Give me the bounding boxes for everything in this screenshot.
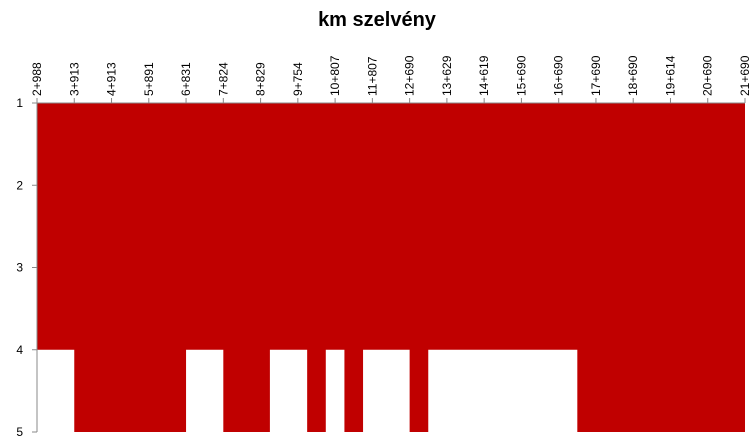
x-tick-label: 11+807	[365, 56, 379, 96]
x-tick-label: 21+690	[738, 55, 752, 96]
y-tick-label: 2	[16, 178, 23, 192]
x-tick-label: 16+690	[552, 55, 566, 96]
x-tick-label: 20+690	[701, 55, 715, 96]
x-tick-label: 15+690	[514, 55, 528, 96]
x-tick-label: 17+690	[589, 55, 603, 96]
x-tick-label: 6+831	[179, 62, 193, 96]
area	[37, 103, 745, 432]
x-tick-label: 3+913	[67, 62, 81, 96]
x-tick-label: 7+824	[216, 62, 230, 96]
y-tick-label: 1	[16, 96, 23, 110]
y-tick-label: 4	[16, 343, 23, 357]
y-tick-label: 3	[16, 261, 23, 275]
x-tick-label: 9+754	[291, 62, 305, 96]
x-tick-label: 8+829	[254, 62, 268, 96]
x-tick-label: 12+690	[403, 55, 417, 96]
y-tick-label: 5	[16, 425, 23, 439]
x-tick-label: 14+619	[477, 55, 491, 96]
x-tick-label: 19+614	[663, 55, 677, 96]
x-tick-label: 18+690	[626, 55, 640, 96]
x-tick-label: 4+913	[105, 62, 119, 96]
chart-title: km szelvény	[318, 9, 437, 31]
x-tick-label: 13+629	[440, 55, 454, 96]
x-tick-label: 5+891	[142, 62, 156, 96]
x-tick-label: 2+988	[30, 62, 44, 96]
x-tick-label: 10+807	[328, 55, 342, 96]
